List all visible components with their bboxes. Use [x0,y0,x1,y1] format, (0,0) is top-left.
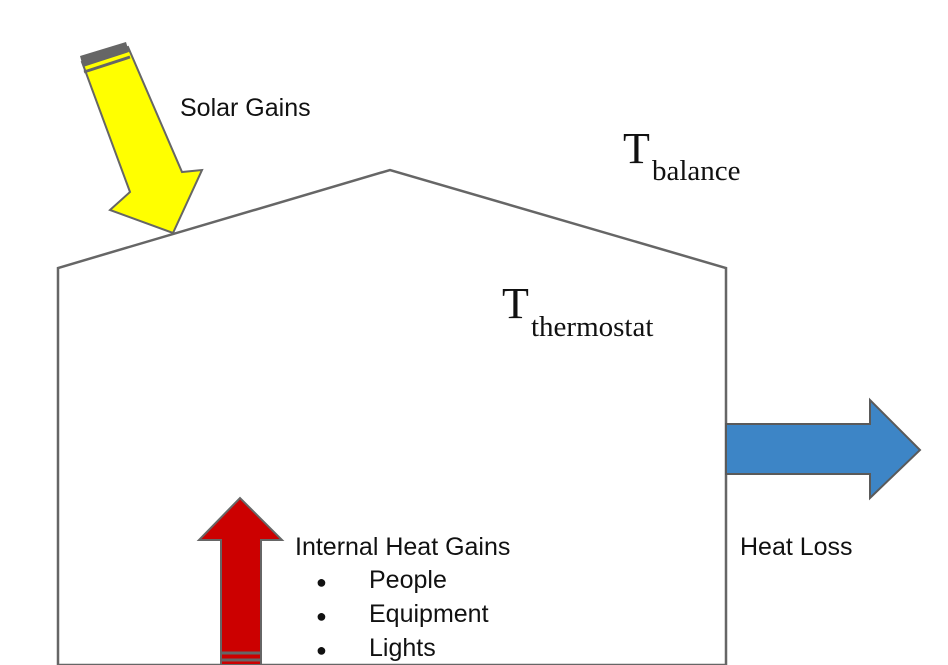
list-item-equipment: Equipment [369,600,489,628]
t-balance-subscript: balance [652,155,741,187]
heat-loss-label: Heat Loss [740,533,853,561]
internal-gains-list: ● People ● Equipment ● Lights [316,566,489,662]
bullet-icon: ● [316,572,327,592]
t-balance-main: T [623,124,650,173]
t-thermostat-subscript: thermostat [531,311,653,343]
heat-loss-arrow [725,397,922,501]
solar-gains-label: Solar Gains [180,94,311,122]
bullet-icon: ● [316,606,327,626]
solar-gains-arrow [80,42,204,235]
bullet-icon: ● [316,640,327,660]
list-item-people: People [369,566,447,594]
internal-heat-gains-arrow [196,496,285,665]
t-thermostat-main: T [502,279,529,328]
list-item-lights: Lights [369,634,436,662]
internal-heat-gains-label: Internal Heat Gains [295,533,510,561]
